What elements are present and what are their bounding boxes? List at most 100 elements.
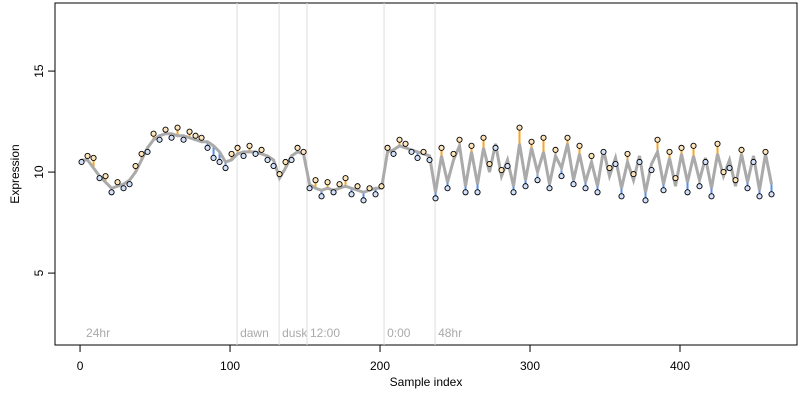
point [522, 183, 529, 190]
point [750, 158, 757, 166]
point [624, 150, 631, 157]
point [270, 162, 277, 170]
point [366, 185, 373, 192]
point [108, 189, 115, 196]
point [168, 134, 175, 141]
point [126, 181, 133, 188]
point [204, 144, 211, 151]
point [288, 156, 295, 164]
point [498, 167, 505, 174]
point [330, 189, 337, 196]
point [768, 191, 775, 198]
point [114, 179, 121, 186]
point [162, 126, 169, 133]
point [744, 185, 751, 192]
point [402, 140, 409, 147]
point [438, 144, 445, 151]
point [282, 158, 289, 166]
point [588, 152, 595, 159]
point [414, 154, 421, 161]
point [540, 134, 547, 141]
point [672, 175, 679, 182]
marker-label: dusk [282, 326, 308, 340]
point [246, 142, 253, 149]
x-tick-label: 0 [77, 359, 84, 373]
point [552, 146, 559, 153]
y-axis-title: Expression [8, 144, 22, 203]
point [648, 167, 655, 174]
x-tick-label: 100 [220, 359, 240, 373]
point [600, 148, 607, 155]
point [222, 164, 229, 172]
point [528, 138, 535, 145]
fitted-line [81, 132, 773, 194]
point [102, 173, 109, 180]
point [732, 177, 739, 184]
point [666, 148, 673, 155]
point [486, 160, 493, 168]
point [738, 146, 745, 153]
point [630, 171, 637, 178]
point [636, 158, 643, 166]
point [324, 179, 331, 186]
point [576, 142, 583, 149]
point [474, 189, 481, 196]
point [462, 189, 469, 196]
point [420, 148, 427, 155]
point [726, 164, 733, 172]
point [684, 189, 691, 196]
point [456, 136, 463, 143]
point [504, 162, 511, 170]
point [90, 154, 97, 161]
point [432, 195, 439, 202]
point [276, 171, 283, 178]
point [480, 134, 487, 141]
plot-frame [54, 2, 798, 346]
point [312, 177, 319, 184]
point [534, 177, 541, 184]
point [546, 185, 553, 192]
point [342, 175, 349, 182]
point [150, 130, 157, 137]
point [306, 185, 313, 192]
point [468, 142, 475, 149]
point [708, 193, 715, 200]
point [642, 197, 649, 204]
point [696, 183, 703, 190]
point [240, 152, 247, 159]
point [384, 144, 391, 151]
point [264, 156, 271, 164]
point [558, 173, 565, 180]
marker-label: dawn [240, 326, 269, 340]
point [144, 148, 151, 155]
point [654, 136, 661, 143]
point [396, 136, 403, 143]
point [408, 148, 415, 155]
y-tick-label: 10 [32, 165, 46, 179]
point [174, 124, 181, 131]
point [690, 142, 697, 149]
point [618, 193, 625, 200]
point [378, 183, 385, 190]
point [678, 144, 685, 151]
point [714, 140, 721, 147]
point [390, 150, 397, 157]
point [762, 148, 769, 155]
point [78, 158, 85, 166]
point [258, 146, 265, 153]
point [120, 185, 127, 192]
point [294, 144, 301, 151]
point [228, 150, 235, 157]
point [348, 191, 355, 198]
point [138, 150, 145, 157]
point [234, 144, 241, 151]
point [372, 191, 379, 198]
point [720, 169, 727, 176]
point [156, 136, 163, 143]
x-tick-label: 200 [370, 359, 390, 373]
point [132, 162, 139, 170]
point [702, 158, 709, 166]
x-tick-label: 300 [520, 359, 540, 373]
point [516, 124, 523, 131]
